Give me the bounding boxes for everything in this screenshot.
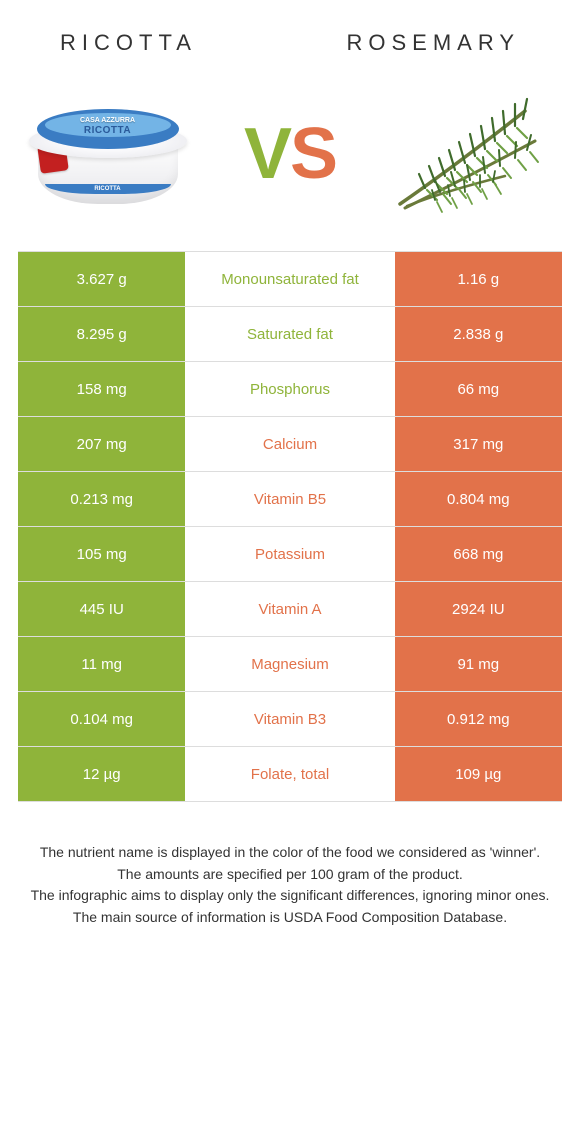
table-row: 445 IUVitamin A2924 IU <box>18 582 562 637</box>
rosemary-image <box>385 86 560 221</box>
table-row: 158 mgPhosphorus66 mg <box>18 362 562 417</box>
right-value: 66 mg <box>395 362 562 416</box>
footer-notes: The nutrient name is displayed in the co… <box>28 842 552 929</box>
table-row: 0.213 mgVitamin B50.804 mg <box>18 472 562 527</box>
left-value: 445 IU <box>18 582 185 636</box>
left-food-title: RICOTTA <box>60 30 197 56</box>
right-value: 668 mg <box>395 527 562 581</box>
table-row: 8.295 gSaturated fat2.838 g <box>18 307 562 362</box>
left-value: 12 µg <box>18 747 185 801</box>
nutrient-label: Vitamin B3 <box>185 692 394 746</box>
table-row: 207 mgCalcium317 mg <box>18 417 562 472</box>
nutrient-label: Saturated fat <box>185 307 394 361</box>
rosemary-sprig-icon <box>385 86 560 221</box>
vs-letter-v: V <box>244 114 290 194</box>
left-value: 11 mg <box>18 637 185 691</box>
nutrient-label: Folate, total <box>185 747 394 801</box>
nutrient-label: Calcium <box>185 417 394 471</box>
nutrient-label: Vitamin A <box>185 582 394 636</box>
vs-label: VS <box>244 113 336 195</box>
left-value: 0.104 mg <box>18 692 185 746</box>
comparison-table: 3.627 gMonounsaturated fat1.16 g8.295 gS… <box>18 251 562 802</box>
right-value: 109 µg <box>395 747 562 801</box>
nutrient-label: Potassium <box>185 527 394 581</box>
left-value: 3.627 g <box>18 252 185 306</box>
right-value: 1.16 g <box>395 252 562 306</box>
right-value: 0.804 mg <box>395 472 562 526</box>
header: RICOTTA ROSEMARY <box>0 0 580 66</box>
footer-line: The main source of information is USDA F… <box>28 907 552 929</box>
tub-brand-label: CASA AZZURRA <box>37 117 179 124</box>
left-value: 0.213 mg <box>18 472 185 526</box>
nutrient-label: Vitamin B5 <box>185 472 394 526</box>
hero-comparison: RICOTTA CASA AZZURRA RICOTTA VS <box>0 66 580 251</box>
table-row: 3.627 gMonounsaturated fat1.16 g <box>18 252 562 307</box>
right-food-title: ROSEMARY <box>346 30 520 56</box>
table-row: 105 mgPotassium668 mg <box>18 527 562 582</box>
footer-line: The amounts are specified per 100 gram o… <box>28 864 552 886</box>
left-value: 8.295 g <box>18 307 185 361</box>
left-value: 158 mg <box>18 362 185 416</box>
right-value: 2.838 g <box>395 307 562 361</box>
table-row: 0.104 mgVitamin B30.912 mg <box>18 692 562 747</box>
right-value: 0.912 mg <box>395 692 562 746</box>
left-value: 207 mg <box>18 417 185 471</box>
right-value: 2924 IU <box>395 582 562 636</box>
left-value: 105 mg <box>18 527 185 581</box>
right-value: 317 mg <box>395 417 562 471</box>
tub-product-label: RICOTTA <box>37 125 179 136</box>
footer-line: The infographic aims to display only the… <box>28 885 552 907</box>
nutrient-label: Phosphorus <box>185 362 394 416</box>
ricotta-image: RICOTTA CASA AZZURRA RICOTTA <box>20 86 195 221</box>
table-row: 12 µgFolate, total109 µg <box>18 747 562 802</box>
right-value: 91 mg <box>395 637 562 691</box>
nutrient-label: Magnesium <box>185 637 394 691</box>
vs-letter-s: S <box>290 114 336 194</box>
footer-line: The nutrient name is displayed in the co… <box>28 842 552 864</box>
table-row: 11 mgMagnesium91 mg <box>18 637 562 692</box>
ricotta-tub-icon: RICOTTA CASA AZZURRA RICOTTA <box>23 94 193 214</box>
nutrient-label: Monounsaturated fat <box>185 252 394 306</box>
